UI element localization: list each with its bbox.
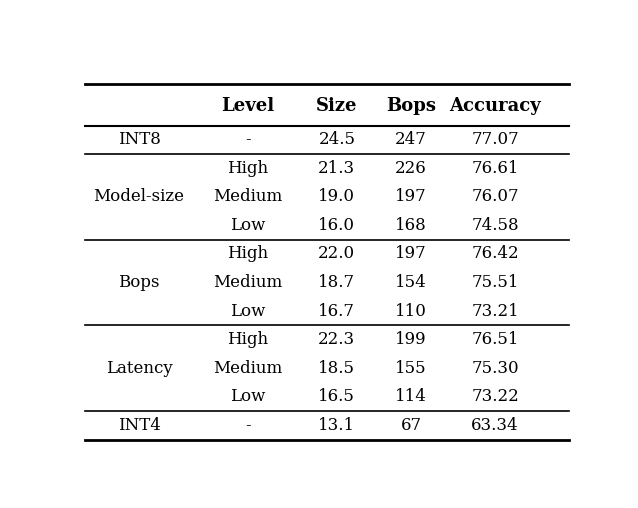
Text: 199: 199: [395, 331, 427, 348]
Text: 73.21: 73.21: [471, 303, 519, 320]
Text: High: High: [227, 160, 269, 177]
Text: 154: 154: [395, 274, 427, 291]
Text: 22.0: 22.0: [318, 245, 355, 263]
Text: High: High: [227, 245, 269, 263]
Text: Latency: Latency: [106, 360, 172, 377]
Text: -: -: [245, 417, 251, 434]
Text: 16.5: 16.5: [318, 388, 355, 405]
Text: 226: 226: [395, 160, 427, 177]
Text: 76.61: 76.61: [471, 160, 519, 177]
Text: 18.7: 18.7: [318, 274, 355, 291]
Text: 168: 168: [395, 217, 427, 234]
Text: Model-size: Model-size: [94, 188, 184, 205]
Text: 67: 67: [401, 417, 422, 434]
Text: 197: 197: [395, 245, 427, 263]
Text: Size: Size: [316, 97, 358, 115]
Text: 155: 155: [395, 360, 427, 377]
Text: Medium: Medium: [213, 274, 283, 291]
Text: 21.3: 21.3: [318, 160, 355, 177]
Text: Low: Low: [230, 217, 265, 234]
Text: 110: 110: [395, 303, 427, 320]
Text: 75.51: 75.51: [471, 274, 519, 291]
Text: Medium: Medium: [213, 188, 283, 205]
Text: -: -: [245, 131, 251, 148]
Text: Low: Low: [230, 303, 265, 320]
Text: Low: Low: [230, 388, 265, 405]
Text: INT4: INT4: [117, 417, 161, 434]
Text: 76.07: 76.07: [471, 188, 519, 205]
Text: High: High: [227, 331, 269, 348]
Text: 13.1: 13.1: [318, 417, 355, 434]
Text: 74.58: 74.58: [471, 217, 519, 234]
Text: Accuracy: Accuracy: [449, 97, 541, 115]
Text: 247: 247: [395, 131, 427, 148]
Text: 73.22: 73.22: [471, 388, 519, 405]
Text: 24.5: 24.5: [318, 131, 355, 148]
Text: Level: Level: [221, 97, 274, 115]
Text: 22.3: 22.3: [318, 331, 355, 348]
Text: 76.51: 76.51: [471, 331, 519, 348]
Text: 63.34: 63.34: [471, 417, 519, 434]
Text: INT8: INT8: [117, 131, 161, 148]
Text: 76.42: 76.42: [471, 245, 519, 263]
Text: Bops: Bops: [386, 97, 436, 115]
Text: Bops: Bops: [118, 274, 160, 291]
Text: 197: 197: [395, 188, 427, 205]
Text: 18.5: 18.5: [318, 360, 355, 377]
Text: 16.0: 16.0: [318, 217, 355, 234]
Text: 114: 114: [395, 388, 427, 405]
Text: 77.07: 77.07: [471, 131, 519, 148]
Text: 19.0: 19.0: [318, 188, 355, 205]
Text: 75.30: 75.30: [471, 360, 519, 377]
Text: 16.7: 16.7: [318, 303, 355, 320]
Text: Medium: Medium: [213, 360, 283, 377]
